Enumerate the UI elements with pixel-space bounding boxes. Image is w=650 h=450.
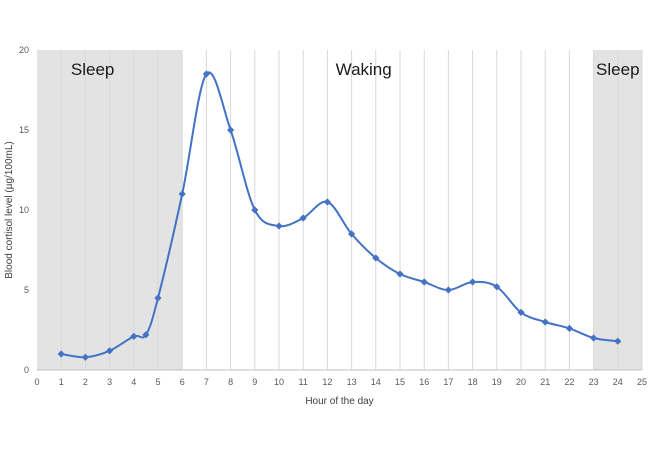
x-tick-label: 0	[34, 377, 39, 387]
data-point	[275, 222, 283, 230]
x-tick-label: 20	[516, 377, 526, 387]
x-tick-label: 4	[131, 377, 136, 387]
data-point	[493, 283, 501, 291]
x-tick-label: 5	[155, 377, 160, 387]
x-tick-labels: 0 1 2 3 4 5 6 7 8 9 10 11 12 13 14 15 16 17 18 19 20 21 22 23 24…	[34, 377, 647, 387]
data-point	[565, 324, 573, 332]
x-tick-label: 24	[613, 377, 623, 387]
x-axis-title: Hour of the day	[305, 396, 373, 407]
data-point	[469, 278, 477, 286]
x-tick-label: 18	[468, 377, 478, 387]
data-point	[251, 206, 259, 214]
y-tick-label: 20	[19, 45, 29, 55]
data-point	[348, 230, 356, 238]
data-point	[372, 254, 380, 262]
x-tick-label: 8	[228, 377, 233, 387]
data-point	[130, 332, 138, 340]
x-tick-label: 16	[419, 377, 429, 387]
cortisol-data-points	[57, 70, 622, 361]
sleep-shaded-regions	[37, 50, 642, 370]
region-label: Sleep	[71, 60, 114, 79]
x-tick-label: 10	[274, 377, 284, 387]
x-tick-label: 17	[443, 377, 453, 387]
y-tick-label: 10	[19, 205, 29, 215]
data-point	[178, 190, 186, 198]
data-point	[154, 294, 162, 302]
x-tick-label: 21	[540, 377, 550, 387]
y-axis-title: Blood cortisol level (µg/100mL)	[4, 141, 15, 279]
region-annotations: Sleep Waking Sleep	[71, 60, 640, 79]
data-point	[106, 347, 114, 355]
data-point	[396, 270, 404, 278]
x-tick-label: 9	[252, 377, 257, 387]
data-point	[614, 337, 622, 345]
x-tick-label: 6	[180, 377, 185, 387]
vertical-gridlines	[60, 50, 643, 370]
x-tick-label: 19	[492, 377, 502, 387]
x-tick-label: 13	[347, 377, 357, 387]
region-label: Waking	[336, 60, 392, 79]
y-tick-label: 15	[19, 125, 29, 135]
x-tick-label: 2	[83, 377, 88, 387]
data-point	[590, 334, 598, 342]
x-tick-label: 22	[564, 377, 574, 387]
data-point	[81, 353, 89, 361]
region-label: Sleep	[596, 60, 639, 79]
data-point	[444, 286, 452, 294]
y-tick-label: 5	[24, 285, 29, 295]
x-tick-label: 7	[204, 377, 209, 387]
y-tick-labels: 0 5 10 15 20	[19, 45, 29, 375]
data-point	[517, 308, 525, 316]
x-tick-label: 25	[637, 377, 647, 387]
x-tick-label: 14	[371, 377, 381, 387]
data-point	[142, 331, 150, 339]
y-tick-label: 0	[24, 365, 29, 375]
x-tick-label: 3	[107, 377, 112, 387]
data-point	[227, 126, 235, 134]
data-point	[420, 278, 428, 286]
data-point	[541, 318, 549, 326]
data-point	[202, 70, 210, 78]
x-tick-label: 12	[322, 377, 332, 387]
x-tick-label: 1	[59, 377, 64, 387]
x-tick-label: 15	[395, 377, 405, 387]
x-tick-label: 23	[589, 377, 599, 387]
data-point	[323, 198, 331, 206]
x-tick-label: 11	[299, 377, 308, 387]
data-point	[299, 214, 307, 222]
data-point	[57, 350, 65, 358]
